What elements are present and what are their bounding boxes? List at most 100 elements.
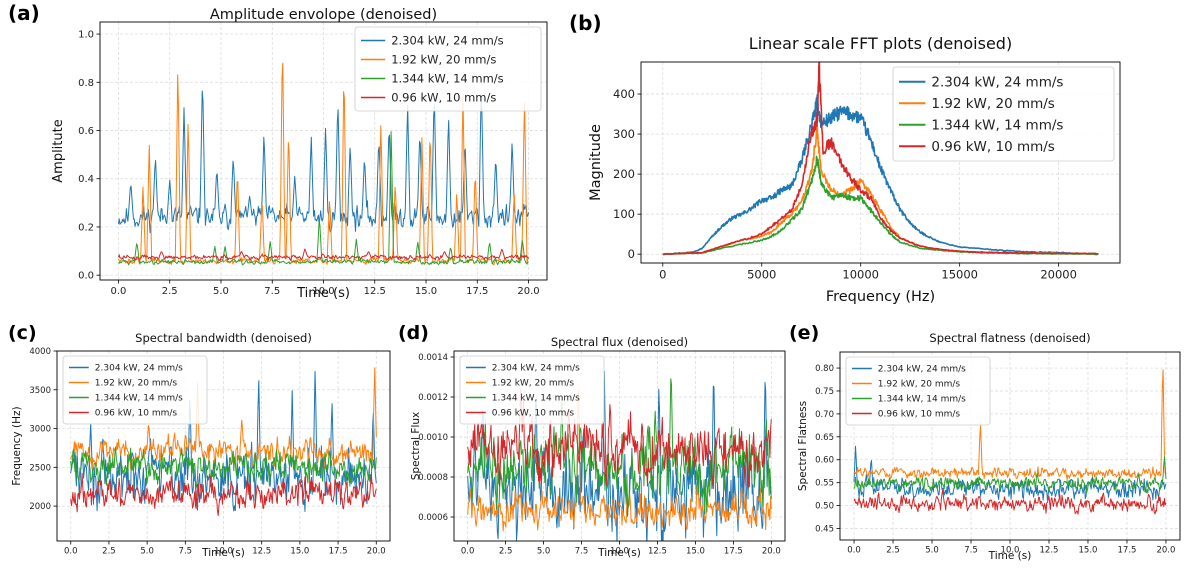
series-group (70, 367, 377, 516)
series-group (118, 62, 529, 266)
x-tick-label: 15.0 (415, 286, 437, 297)
y-tick-label: 0.0006 (418, 513, 448, 523)
y-tick-label: 2500 (29, 463, 51, 473)
legend-entry: 1.344 kW, 14 mm/s (931, 118, 1063, 134)
legend: 2.304 kW, 24 mm/s 1.92 kW, 20 mm/s 1.344 k… (892, 66, 1115, 162)
legend-entry: 0.96 kW, 10 mm/s (931, 139, 1054, 155)
x-tick-label: 0.0 (847, 546, 861, 556)
x-tick-label: 0.0 (111, 286, 127, 297)
y-tick-label: 0.70 (815, 410, 834, 420)
legend-box (62, 355, 208, 425)
series-line (118, 62, 529, 266)
chart-panel-2: (b) Linear scale FFT plots (denoised) 0 500… (569, 11, 1121, 305)
series-line (467, 378, 772, 515)
legend-box (354, 26, 542, 112)
x-tick-label: 7.5 (575, 547, 589, 557)
x-tick-label: 2.5 (499, 547, 513, 557)
x-tick-label: 17.5 (1118, 546, 1137, 556)
x-tick-label: 20.0 (762, 547, 781, 557)
x-tick-label: 7.5 (964, 546, 978, 556)
x-axis-label: Frequency (Hz) (826, 289, 935, 305)
series-line (853, 489, 1167, 515)
legend-entry: 2.304 kW, 24 mm/s (931, 75, 1063, 91)
y-tick-label: 0.0012 (418, 393, 448, 403)
x-tick-label: 7.5 (264, 286, 280, 297)
x-tick-label: 10.0 (610, 547, 629, 557)
legend-entry: 1.344 kW, 14 mm/s (95, 394, 183, 404)
legend-entry: 2.304 kW, 24 mm/s (391, 34, 503, 48)
legend-entry: 1.92 kW, 20 mm/s (878, 380, 961, 390)
legend: 2.304 kW, 24 mm/s 1.92 kW, 20 mm/s 1.344 k… (459, 355, 605, 425)
chart-title: Linear scale FFT plots (denoised) (749, 34, 1012, 53)
x-tick-label: 10.0 (312, 286, 334, 297)
series-line (853, 369, 1167, 481)
series-line (70, 472, 377, 516)
x-tick-label: 5000 (747, 268, 776, 282)
series-line (662, 94, 1099, 256)
y-tick-label: 3000 (29, 425, 51, 435)
panel-letter: (b) (569, 11, 602, 35)
y-tick-label: 0.50 (815, 502, 834, 512)
x-tick-label: 15.0 (1079, 546, 1098, 556)
series-line (467, 389, 772, 532)
x-axis-label: Time (s) (988, 550, 1032, 562)
legend-entry: 1.344 kW, 14 mm/s (391, 72, 503, 86)
y-tick-label: 0.2 (78, 222, 94, 233)
panel-letter: (d) (398, 322, 429, 344)
y-tick-label: 1.0 (78, 30, 94, 41)
legend-entry: 1.344 kW, 14 mm/s (492, 394, 580, 404)
x-tick-label: 2.5 (162, 286, 178, 297)
y-tick-label: 0 (628, 247, 635, 261)
x-tick-label: 15.0 (290, 547, 309, 557)
x-axis-label: Time (s) (296, 286, 350, 301)
x-tick-label: 17.5 (329, 547, 348, 557)
series-line (70, 446, 377, 488)
x-tick-label: 12.5 (1040, 546, 1059, 556)
y-tick-label: 0.0010 (418, 433, 448, 443)
plot-frame (640, 61, 1121, 264)
chart-panel-4: (d) Spectral flux (denoised) 0.0 2.5 5.0 7.5 1… (398, 322, 786, 559)
legend-box (845, 356, 991, 426)
x-axis-label: Time (s) (597, 547, 641, 559)
y-tick-label: 0.60 (815, 456, 834, 466)
legend-entry: 0.96 kW, 10 mm/s (95, 409, 178, 419)
y-axis-label: Magnitude (588, 124, 604, 201)
legend: 2.304 kW, 24 mm/s 1.92 kW, 20 mm/s 1.344 k… (845, 356, 991, 426)
y-tick-label: 100 (613, 207, 635, 221)
legend-box (892, 66, 1115, 162)
y-axis-label: Amplitute (51, 119, 66, 182)
x-tick-label: 20.0 (367, 547, 386, 557)
legend-entry: 2.304 kW, 24 mm/s (878, 365, 966, 375)
series-line (467, 370, 772, 541)
legend-entry: 1.344 kW, 14 mm/s (878, 395, 966, 405)
x-tick-label: 5.0 (140, 547, 154, 557)
x-tick-label: 15000 (941, 268, 978, 282)
panel-letter: (e) (789, 322, 819, 344)
legend: 2.304 kW, 24 mm/s 1.92 kW, 20 mm/s 1.344 k… (62, 355, 208, 425)
chart-title: Spectral bandwidth (denoised) (135, 331, 312, 345)
series-line (662, 62, 1099, 256)
legend-box (459, 355, 605, 425)
y-axis-label: Spectral Flatness (797, 401, 809, 491)
panel-letter: (a) (8, 1, 40, 25)
chart-title: Amplitude envolope (denoised) (210, 7, 437, 23)
x-tick-label: 2.5 (886, 546, 900, 556)
series-group (662, 62, 1099, 256)
y-axis-label: Frequency (Hz) (11, 406, 23, 485)
x-tick-label: 5.0 (537, 547, 551, 557)
legend-entry: 0.96 kW, 10 mm/s (391, 91, 496, 105)
y-tick-label: 0.0014 (418, 353, 448, 363)
x-tick-label: 0 (659, 268, 666, 282)
y-tick-label: 0.65 (815, 433, 834, 443)
y-tick-label: 400 (613, 87, 635, 101)
series-line (853, 456, 1167, 494)
x-tick-label: 10.0 (214, 547, 233, 557)
x-tick-label: 5.0 (925, 546, 939, 556)
panel-letter: (c) (8, 322, 37, 344)
y-tick-label: 0.6 (78, 126, 94, 137)
x-tick-label: 10000 (842, 268, 879, 282)
x-tick-label: 20.0 (1156, 546, 1175, 556)
x-tick-label: 12.5 (252, 547, 271, 557)
chart-panel-5: (e) Spectral flatness (denoised) 0.0 2.5 5.0… (789, 322, 1181, 562)
